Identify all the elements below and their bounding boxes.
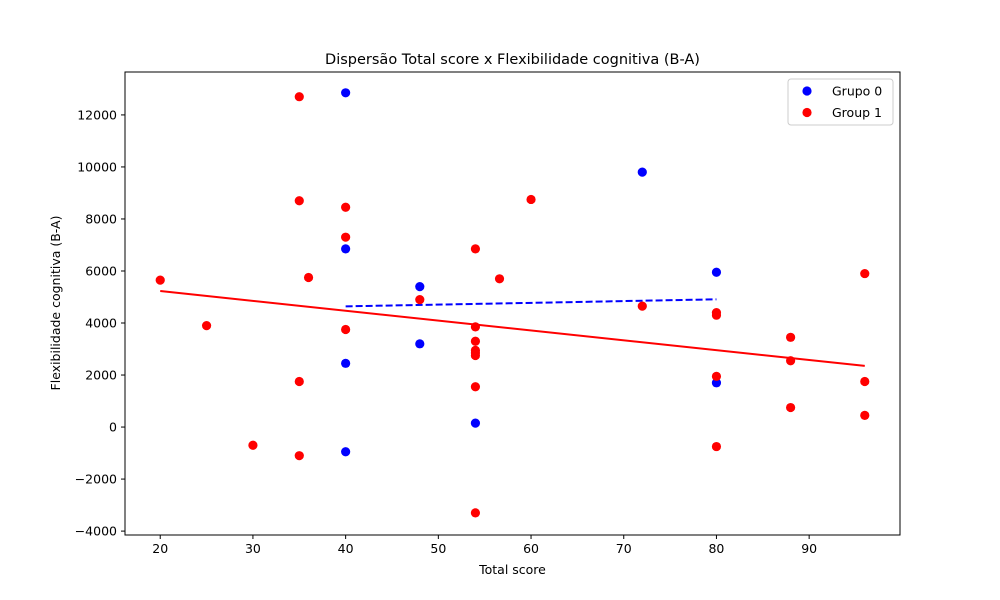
x-tick-label: 90: [801, 541, 817, 556]
data-point: [294, 92, 304, 102]
y-tick-label: 10000: [77, 159, 117, 174]
data-point: [303, 272, 314, 283]
trendline: [160, 290, 865, 367]
data-point: [415, 339, 425, 349]
y-tick-label: 12000: [77, 107, 117, 122]
legend-label: Grupo 0: [832, 84, 882, 99]
y-tick-label: 0: [109, 420, 117, 435]
data-point: [494, 274, 505, 284]
data-point: [341, 202, 351, 212]
data-point: [860, 376, 870, 387]
data-point: [341, 324, 351, 335]
data-point: [294, 451, 304, 461]
data-point: [711, 267, 722, 277]
y-tick-label: −2000: [75, 472, 117, 487]
y-axis-label: Flexibilidade cognitiva (B-A): [48, 216, 63, 391]
y-tick-label: 4000: [85, 316, 117, 331]
x-tick-label: 70: [616, 541, 632, 556]
data-point: [470, 382, 481, 392]
trendline: [345, 298, 717, 308]
chart-title: Dispersão Total score x Flexibilidade co…: [325, 52, 700, 68]
data-point: [470, 336, 481, 346]
data-point: [415, 294, 425, 305]
data-point: [470, 244, 481, 254]
x-tick-label: 50: [430, 541, 446, 556]
data-point: [294, 196, 304, 206]
x-tick-label: 60: [523, 541, 539, 556]
data-point: [341, 88, 351, 98]
legend-box: [787, 78, 894, 126]
data-point: [248, 440, 258, 450]
data-point: [341, 232, 351, 242]
data-point: [711, 378, 722, 388]
x-tick-label: 40: [338, 541, 354, 556]
data-point: [786, 332, 796, 342]
data-point: [341, 447, 351, 457]
data-point: [526, 194, 536, 205]
data-point: [860, 410, 870, 420]
legend-label: Group 1: [832, 105, 882, 120]
data-point: [637, 301, 647, 311]
data-point: [786, 356, 796, 366]
data-points: [155, 88, 870, 518]
data-point: [860, 268, 870, 279]
x-tick-label: 30: [245, 541, 261, 556]
legend-marker: [802, 107, 812, 118]
data-point: [341, 244, 351, 254]
data-point: [711, 441, 722, 452]
data-point: [470, 508, 481, 518]
x-axis-label: Total score: [478, 562, 546, 577]
data-point: [470, 418, 481, 428]
data-point: [415, 281, 425, 292]
y-tick-label: 8000: [85, 211, 117, 226]
legend: Grupo 0 Group 1: [787, 78, 894, 126]
data-point: [470, 322, 481, 332]
trendlines: [160, 290, 865, 367]
data-point: [637, 167, 647, 177]
data-point: [341, 358, 351, 368]
x-axis-ticks: 20 30 40 50 60 70 80 90: [152, 535, 817, 556]
y-tick-label: −4000: [75, 524, 117, 539]
data-point: [155, 275, 165, 285]
data-point: [786, 402, 796, 413]
data-point: [201, 321, 212, 331]
x-tick-label: 20: [152, 541, 168, 556]
y-tick-label: 2000: [85, 368, 117, 383]
data-point: [711, 310, 722, 320]
data-point: [294, 376, 304, 387]
y-axis-ticks: −4000 −2000 0 2000 4000 6000 8000 10000 12000: [75, 107, 125, 539]
data-point: [711, 371, 722, 381]
y-tick-label: 6000: [85, 263, 117, 278]
data-point: [470, 350, 481, 361]
legend-marker: [802, 86, 812, 96]
plot-frame: [124, 71, 901, 536]
x-tick-label: 80: [708, 541, 724, 556]
